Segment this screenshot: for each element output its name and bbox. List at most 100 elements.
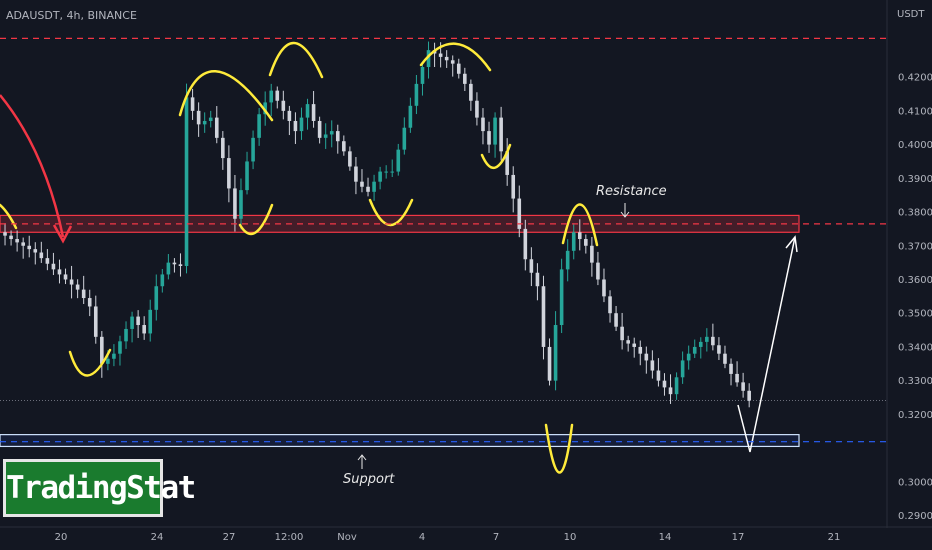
candle-body (523, 228, 528, 260)
candle-body (444, 56, 449, 61)
candle-body (541, 286, 546, 347)
candle-body (69, 279, 74, 285)
candle-body (293, 120, 298, 132)
candle-body (456, 63, 461, 74)
candle-body (420, 67, 425, 84)
y-tick-label: 0.4000 (898, 140, 932, 151)
candle-body (87, 298, 92, 307)
candle-body (251, 137, 255, 162)
candle-body (638, 346, 643, 354)
candle-body (668, 387, 673, 395)
candle-body (450, 60, 455, 64)
candle-body (493, 117, 497, 145)
y-tick-label: 0.3200 (898, 410, 932, 421)
candle-body (81, 289, 86, 299)
candle-body (154, 286, 159, 310)
x-tick-label: 21 (828, 532, 841, 543)
candle-body (650, 360, 655, 371)
candle-body (9, 235, 13, 240)
candle-body (335, 131, 340, 142)
candle-body (281, 100, 286, 111)
candle-body (438, 53, 443, 57)
candle-body (414, 83, 419, 106)
y-tick-label: 0.4100 (898, 106, 932, 117)
support-arrow-icon (357, 454, 367, 469)
candle-body (747, 390, 751, 401)
candle-body (269, 90, 274, 103)
x-tick-label: 7 (493, 532, 499, 543)
hand-drawn-mark (419, 42, 492, 72)
candle-body (142, 325, 146, 334)
hand-drawn-mark (238, 203, 274, 236)
y-tick-label: 0.3000 (898, 477, 932, 488)
candle-body (190, 97, 195, 111)
candle-body (680, 360, 685, 378)
hand-drawn-mark (480, 143, 512, 169)
candle-body (535, 272, 540, 287)
candle-body (559, 269, 564, 326)
candle-body (626, 340, 630, 344)
candle-body (263, 102, 267, 115)
candle-body (596, 262, 600, 280)
white-arrow (737, 236, 796, 453)
candle-body (160, 274, 165, 287)
candle-body (342, 141, 346, 152)
symbol-label: ADAUSDT, 4h, BINANCE (6, 9, 137, 22)
x-tick-label: 10 (564, 532, 577, 543)
candles-layer (3, 41, 751, 408)
candle-body (124, 328, 128, 342)
candle-body (100, 336, 104, 364)
y-tick-label: 0.3600 (898, 275, 932, 286)
candle-body (323, 134, 328, 138)
candle-body (214, 117, 219, 138)
candle-body (402, 127, 407, 150)
candle-body (317, 120, 322, 138)
candle-body (584, 239, 588, 246)
candle-body (590, 245, 594, 263)
candle-body (529, 259, 534, 273)
resistance-arrow-icon (620, 203, 630, 218)
candle-body (735, 373, 739, 383)
y-tick-label: 0.3300 (898, 376, 932, 387)
candle-body (686, 353, 691, 361)
drawings-layer (0, 41, 798, 474)
y-tick-label: 0.4200 (898, 73, 932, 84)
support-label: Support (343, 472, 395, 487)
candle-body (656, 370, 661, 381)
x-tick-label: 4 (419, 532, 425, 543)
candle-body (245, 161, 249, 191)
hand-drawn-mark (178, 70, 274, 122)
candle-body (184, 97, 189, 266)
candle-body (299, 117, 304, 132)
white-arrow-head (785, 235, 798, 253)
candle-body (33, 249, 38, 253)
candle-body (348, 151, 352, 167)
y-tick-label: 0.3800 (898, 208, 932, 219)
x-tick-label: 20 (55, 532, 68, 543)
candle-body (311, 104, 316, 121)
candle-body (354, 166, 358, 182)
candle-body (305, 104, 310, 118)
hand-drawn-mark (268, 41, 324, 79)
candle-body (511, 174, 516, 199)
candle-body (75, 284, 80, 290)
brand-logo: TradingStat (3, 459, 196, 517)
candle-body (565, 250, 570, 270)
candle-body (178, 264, 183, 266)
candle-body (602, 279, 606, 297)
candle-body (396, 149, 401, 172)
hand-drawn-mark (368, 198, 414, 227)
candle-body (517, 198, 522, 229)
candle-body (148, 309, 153, 334)
candle-body (329, 131, 334, 135)
candle-body (698, 341, 703, 347)
candle-body (469, 83, 473, 101)
candle-body (112, 353, 116, 359)
support-zone (0, 434, 800, 448)
candle-body (487, 131, 491, 145)
candle-body (208, 117, 213, 121)
x-tick-label: 14 (659, 532, 672, 543)
candle-body (674, 377, 679, 395)
